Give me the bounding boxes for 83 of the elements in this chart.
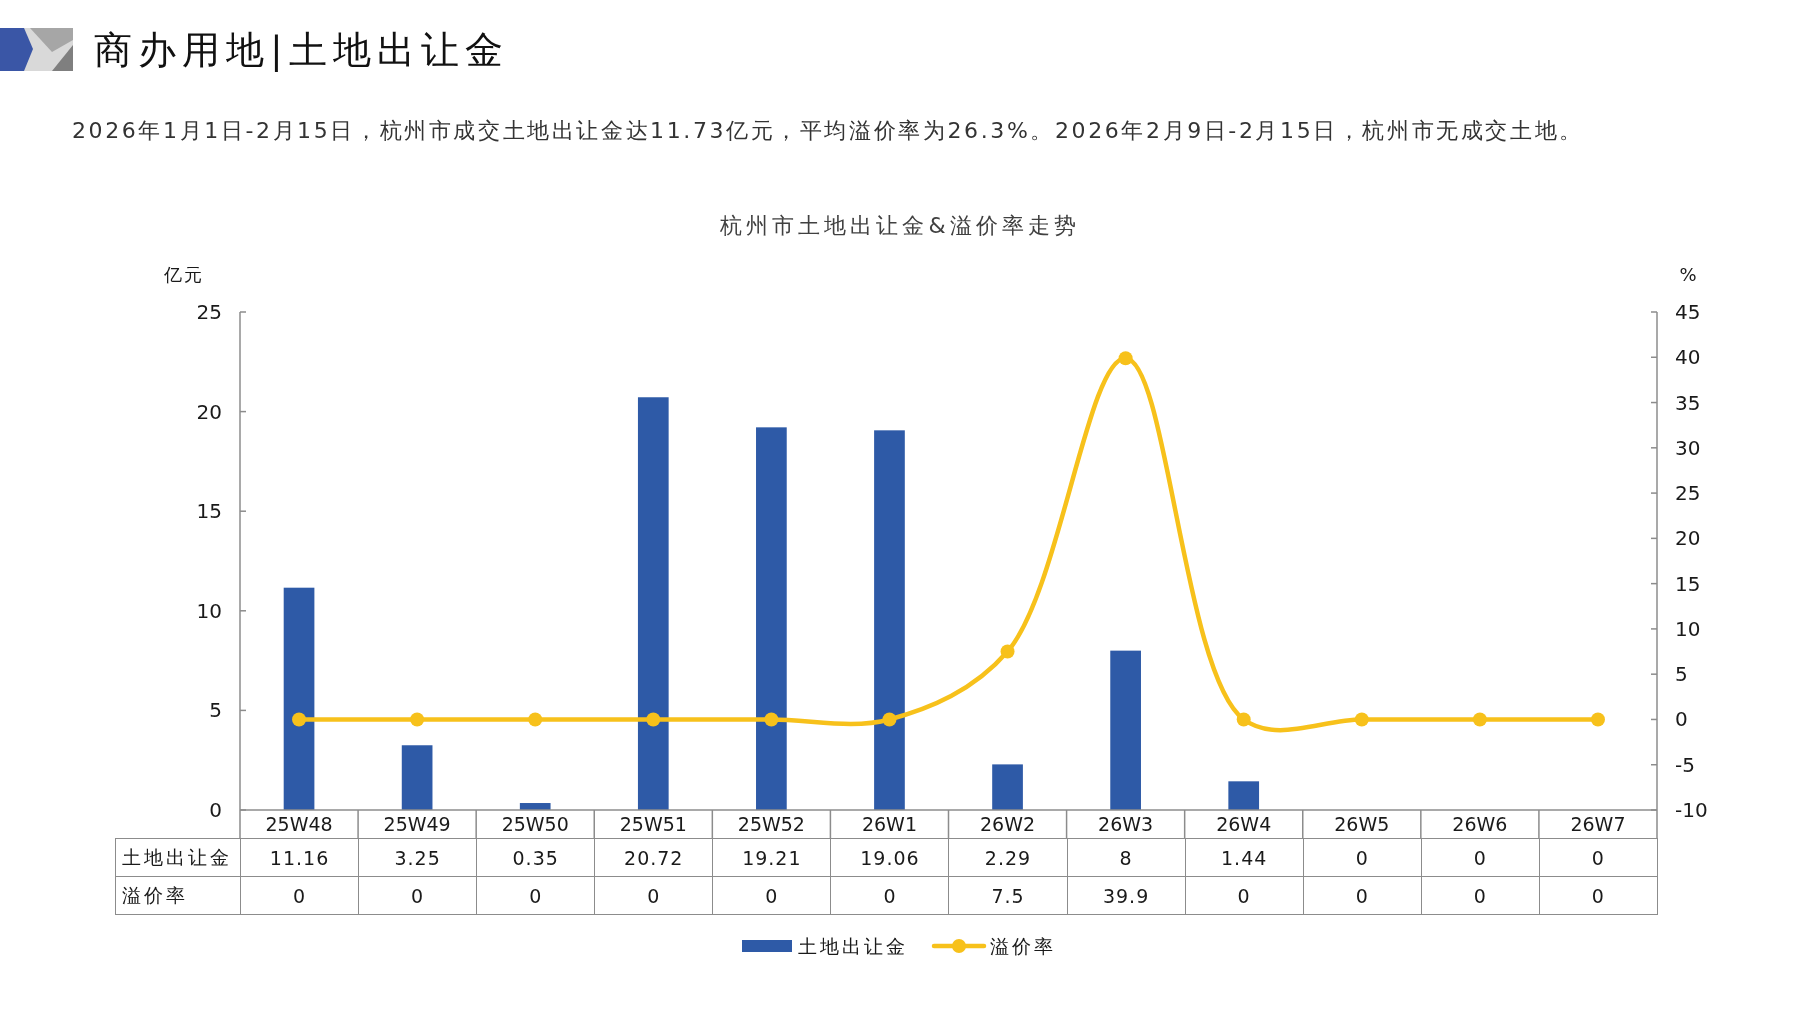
y2-tick-label: -5 xyxy=(1675,752,1695,777)
y2-tick-label: 15 xyxy=(1675,571,1701,596)
x-tick-label: 26W6 xyxy=(1452,813,1508,836)
bar xyxy=(756,427,787,810)
bar xyxy=(1228,781,1260,810)
y-axis-title: 亿元 xyxy=(163,264,204,285)
bar xyxy=(874,430,905,810)
data-label: 7.5 xyxy=(991,884,1025,907)
y-tick-label: 0 xyxy=(209,798,222,822)
legend-label: 土地出让金 xyxy=(798,934,908,957)
point xyxy=(292,712,307,727)
bar xyxy=(637,397,669,810)
bar xyxy=(401,745,433,810)
text: 溢价率 xyxy=(122,883,188,906)
data-label: 0 xyxy=(1355,884,1369,907)
bar xyxy=(1110,650,1141,810)
x-tick-label: 25W52 xyxy=(737,813,805,836)
text: 土地出让金 xyxy=(122,845,232,868)
point xyxy=(1000,644,1015,659)
x-tick-label: 25W51 xyxy=(619,813,687,836)
data-label: 0 xyxy=(292,884,307,907)
chart-title: 杭州市土地出让金&溢价率走势 xyxy=(719,213,1080,238)
data-label: 0 xyxy=(1591,884,1605,907)
data-label: 0 xyxy=(1473,846,1487,869)
point xyxy=(646,712,661,727)
point xyxy=(1236,712,1251,727)
data-label: 0 xyxy=(1591,846,1605,869)
y2-tick-label: 40 xyxy=(1675,345,1701,370)
point xyxy=(410,712,425,727)
y-tick-label: 20 xyxy=(196,399,222,424)
x-tick-label: 26W7 xyxy=(1570,813,1626,836)
x-tick-label: 26W5 xyxy=(1334,813,1390,836)
x-tick-label: 26W3 xyxy=(1098,813,1154,836)
data-label: 0 xyxy=(883,884,897,907)
point xyxy=(1118,351,1133,366)
point xyxy=(528,712,543,727)
legend-label: 溢价率 xyxy=(990,934,1056,957)
y2-tick-label: 25 xyxy=(1675,481,1701,506)
data-label: 8 xyxy=(1119,846,1133,869)
y-tick-label: 25 xyxy=(196,300,222,324)
bar xyxy=(283,587,315,810)
y2-tick-label: 30 xyxy=(1675,435,1701,460)
data-label: 0 xyxy=(1473,884,1487,907)
x-tick-label: 25W49 xyxy=(383,813,451,836)
point xyxy=(1472,712,1487,727)
y-tick-label: 15 xyxy=(196,499,222,524)
y2-tick-label: 10 xyxy=(1675,616,1701,641)
data-label: 0 xyxy=(529,884,543,907)
data-label: 0 xyxy=(411,884,425,907)
bar xyxy=(992,764,1023,810)
y-tick-label: 10 xyxy=(196,598,222,623)
y2-tick-label: 20 xyxy=(1675,526,1701,551)
x-tick-label: 26W2 xyxy=(980,813,1036,836)
data-label: 1.44 xyxy=(1221,846,1268,869)
y2-tick-label: 0 xyxy=(1675,707,1688,732)
data-label: 19.21 xyxy=(742,846,802,869)
data-label: 3.25 xyxy=(394,846,441,869)
data-label: 39.9 xyxy=(1102,884,1150,907)
text: 2026年1月1日-2月15日，杭州市成交土地出让金达11.73亿元，平均溢价率为26.3%。2026年2月9日-2月15日，杭州市无成交土地。 xyxy=(72,118,1584,143)
y2-tick-label: 35 xyxy=(1675,390,1701,415)
y2-tick-label: -10 xyxy=(1675,798,1708,822)
text: 商办用地|土地出让金 xyxy=(94,28,509,72)
data-label: 19.06 xyxy=(860,846,920,869)
x-tick-label: 25W50 xyxy=(501,813,569,836)
point xyxy=(882,712,897,727)
x-tick-label: 25W48 xyxy=(265,813,333,836)
point xyxy=(1354,712,1369,727)
point xyxy=(764,712,779,727)
y2-axis-title: % xyxy=(1679,264,1697,285)
data-label: 2.29 xyxy=(984,846,1032,869)
data-label: 0.35 xyxy=(512,846,559,869)
data-label: 0 xyxy=(1237,884,1251,907)
data-label: 20.72 xyxy=(624,846,684,869)
data-label: 0 xyxy=(765,884,779,907)
x-tick-label: 26W1 xyxy=(861,813,917,836)
point xyxy=(1590,712,1605,727)
x-tick-label: 26W4 xyxy=(1216,813,1272,836)
data-label: 11.16 xyxy=(269,846,330,869)
y2-tick-label: 5 xyxy=(1675,662,1688,687)
y-tick-label: 5 xyxy=(209,698,222,723)
y2-tick-label: 45 xyxy=(1675,300,1701,324)
data-label: 0 xyxy=(1355,846,1369,869)
data-label: 0 xyxy=(647,884,661,907)
